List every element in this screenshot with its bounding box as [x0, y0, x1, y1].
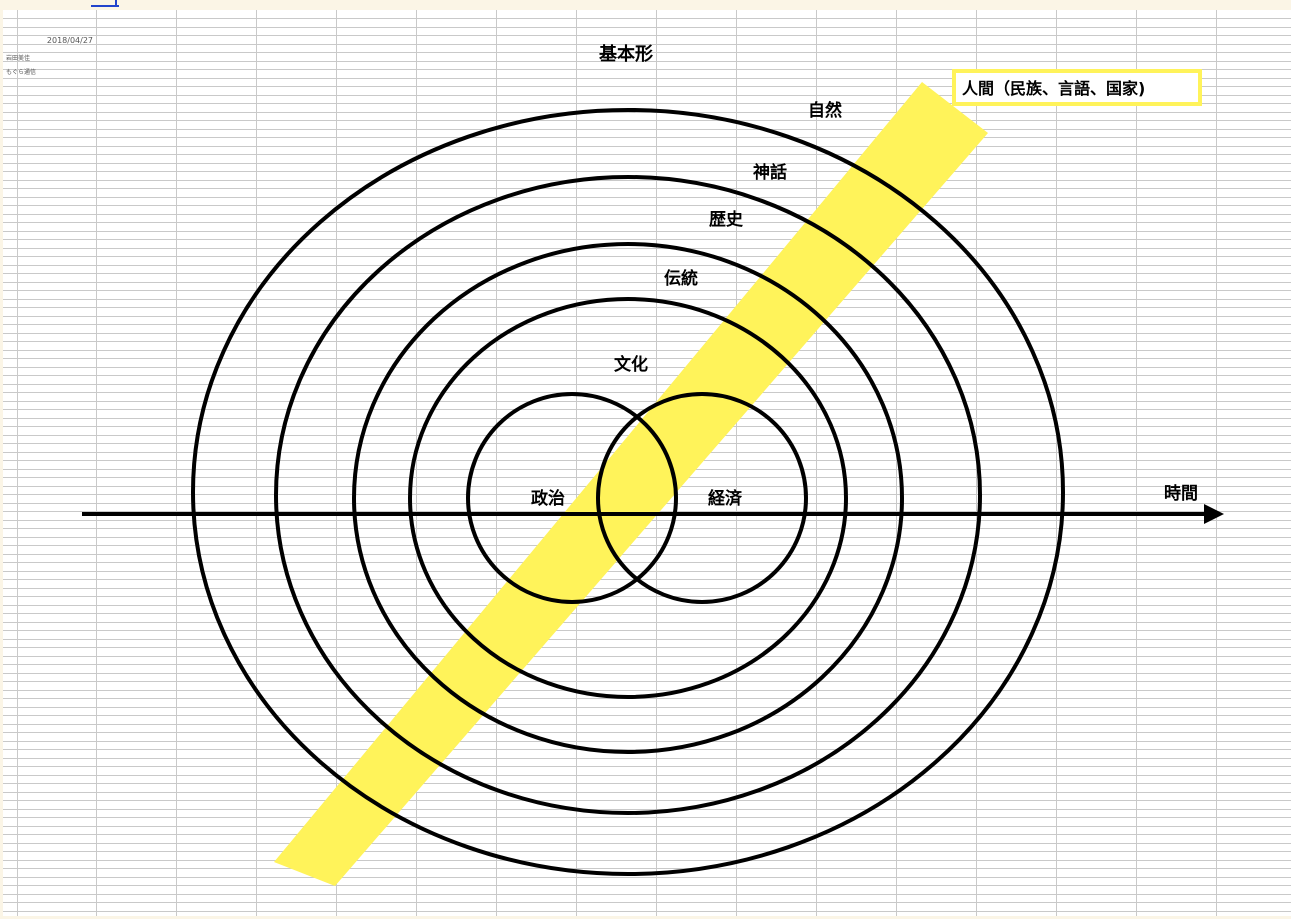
- time-axis-arrowhead: [1204, 504, 1224, 524]
- label-politics: 政治: [531, 488, 565, 509]
- circle-tradition: [408, 297, 848, 699]
- meta-author: 岩田美佳: [6, 54, 30, 62]
- meta-source: もぐら通信: [6, 68, 36, 76]
- label-history: 歴史: [709, 209, 744, 230]
- band-label: 人間（民族、言語、国家): [962, 79, 1145, 98]
- circle-economy: [596, 392, 808, 604]
- label-culture: 文化: [614, 354, 648, 375]
- circle-history: [352, 242, 904, 754]
- label-nature: 自然: [808, 100, 842, 121]
- circle-politics: [466, 392, 678, 604]
- label-tradition: 伝統: [664, 268, 698, 289]
- band-label-box: [952, 69, 1202, 106]
- diagram-title: 基本形: [598, 43, 653, 65]
- circle-myth: [274, 175, 982, 815]
- human-band: [274, 82, 988, 886]
- meta-date: 2018/04/27: [47, 36, 93, 45]
- axis-label-time: 時間: [1164, 483, 1198, 504]
- label-economy: 経済: [708, 488, 743, 509]
- circle-nature: [191, 108, 1065, 876]
- label-myth: 神話: [753, 162, 787, 183]
